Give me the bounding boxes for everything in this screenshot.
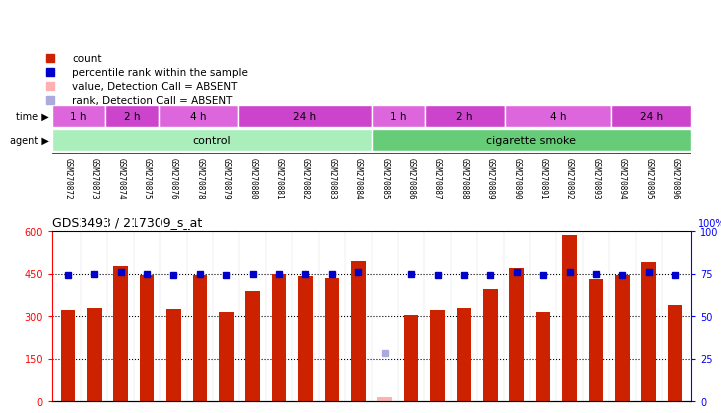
Text: GSM270896: GSM270896	[671, 157, 680, 199]
Bar	[611, 106, 691, 127]
Text: GSM270880: GSM270880	[248, 157, 257, 199]
Bar	[167, 309, 181, 401]
Text: GSM270888: GSM270888	[459, 157, 469, 199]
Text: GSM270893: GSM270893	[591, 157, 601, 199]
Text: GSM270895: GSM270895	[645, 157, 653, 199]
Text: rank, Detection Call = ABSENT: rank, Detection Call = ABSENT	[72, 96, 232, 106]
Bar	[272, 274, 286, 401]
Text: GSM270878: GSM270878	[195, 157, 204, 199]
Bar	[140, 275, 154, 401]
Text: GSM270882: GSM270882	[301, 157, 310, 199]
Text: 24 h: 24 h	[640, 112, 663, 122]
Bar	[642, 263, 656, 401]
Text: GSM270874: GSM270874	[116, 157, 125, 199]
Bar	[298, 277, 313, 401]
Text: control: control	[193, 136, 231, 146]
Bar	[588, 280, 603, 401]
Text: GSM270872: GSM270872	[63, 157, 72, 199]
Text: 4 h: 4 h	[190, 112, 207, 122]
Bar	[536, 312, 550, 401]
Text: GSM270892: GSM270892	[565, 157, 574, 199]
Text: GSM270883: GSM270883	[327, 157, 337, 199]
Text: count: count	[72, 54, 102, 64]
Text: GSM270876: GSM270876	[169, 157, 178, 199]
Text: cigarette smoke: cigarette smoke	[486, 136, 576, 146]
Text: percentile rank within the sample: percentile rank within the sample	[72, 68, 248, 78]
Text: GSM270886: GSM270886	[407, 157, 415, 199]
Bar	[615, 275, 629, 401]
Bar	[505, 106, 611, 127]
Bar	[105, 106, 159, 127]
Text: time ▶: time ▶	[16, 112, 48, 122]
Bar	[456, 308, 472, 401]
Bar	[404, 315, 418, 401]
Text: GSM270879: GSM270879	[222, 157, 231, 199]
Bar	[324, 278, 339, 401]
Text: 2 h: 2 h	[123, 112, 140, 122]
Text: GSM270875: GSM270875	[143, 157, 151, 199]
Bar	[113, 267, 128, 401]
Text: GSM270889: GSM270889	[486, 157, 495, 199]
Text: 4 h: 4 h	[549, 112, 566, 122]
Text: GSM270885: GSM270885	[380, 157, 389, 199]
Text: GSM270884: GSM270884	[354, 157, 363, 199]
Bar	[52, 130, 371, 152]
Text: GSM270891: GSM270891	[539, 157, 548, 199]
Text: GSM270890: GSM270890	[512, 157, 521, 199]
Text: value, Detection Call = ABSENT: value, Detection Call = ABSENT	[72, 82, 237, 92]
Bar	[510, 268, 524, 401]
Bar	[371, 106, 425, 127]
Bar	[87, 308, 102, 401]
Bar	[351, 261, 366, 401]
Bar	[483, 290, 497, 401]
Bar	[668, 305, 682, 401]
Bar	[159, 106, 239, 127]
Bar	[52, 106, 105, 127]
Text: GSM270881: GSM270881	[275, 157, 283, 199]
Text: GDS3493 / 217309_s_at: GDS3493 / 217309_s_at	[52, 216, 203, 229]
Bar	[377, 397, 392, 401]
Bar	[193, 275, 207, 401]
Bar	[239, 106, 371, 127]
Text: agent ▶: agent ▶	[9, 136, 48, 146]
Text: 2 h: 2 h	[456, 112, 473, 122]
Bar	[562, 236, 577, 401]
Text: 1 h: 1 h	[71, 112, 87, 122]
Bar	[425, 106, 505, 127]
Bar	[219, 312, 234, 401]
Bar	[371, 130, 691, 152]
Text: GSM270887: GSM270887	[433, 157, 442, 199]
Bar	[430, 311, 445, 401]
Text: 1 h: 1 h	[390, 112, 407, 122]
Bar	[245, 291, 260, 401]
Bar	[61, 311, 75, 401]
Text: 100%: 100%	[698, 219, 721, 229]
Text: GSM270873: GSM270873	[89, 157, 99, 199]
Text: 24 h: 24 h	[293, 112, 317, 122]
Text: GSM270894: GSM270894	[618, 157, 627, 199]
